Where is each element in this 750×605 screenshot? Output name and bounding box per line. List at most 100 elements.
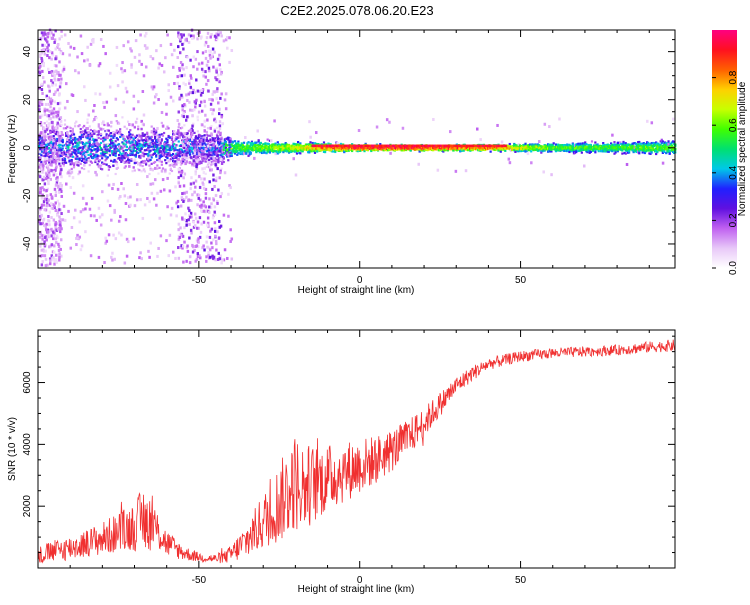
spectrogram-cell <box>97 160 100 163</box>
spectrogram-cell <box>120 154 123 157</box>
spectrogram-cell <box>168 159 172 163</box>
spectrogram-cell <box>175 136 178 139</box>
spectrogram-cell <box>76 157 79 161</box>
spectrogram-cell <box>71 129 74 132</box>
spectrogram-cell <box>294 150 297 153</box>
spectrogram-cell <box>85 158 88 161</box>
spectrogram-cell <box>442 150 445 153</box>
spectrogram-cell <box>465 148 469 151</box>
spectrogram-cell <box>222 157 225 160</box>
spectrogram-cell <box>188 261 192 265</box>
spectrogram-cell <box>131 153 134 156</box>
spectrogram-cell <box>380 148 383 151</box>
spectrogram-cell <box>582 148 586 151</box>
spectrogram-cell <box>113 210 116 214</box>
spectrogram-cell <box>72 216 76 220</box>
spectrogram-cell <box>69 45 73 49</box>
spectrogram-cell <box>346 148 349 152</box>
spectrogram-cell <box>518 148 522 151</box>
spectrogram-cell <box>99 137 103 140</box>
spectrogram-cell <box>550 143 553 146</box>
spectrogram-cell <box>649 149 652 152</box>
spectrogram-cell <box>59 146 62 149</box>
spectrogram-cell <box>664 143 667 147</box>
spectrogram-cell <box>558 148 561 151</box>
spectrogram-cell <box>285 147 288 150</box>
spectrogram-cell <box>360 149 363 152</box>
spectrogram-cell <box>190 135 193 139</box>
spectrogram-cell <box>218 53 221 57</box>
spectrogram-cell <box>176 149 179 152</box>
spectrogram-cell <box>462 149 465 152</box>
spectrogram-cell <box>123 160 126 164</box>
spectrogram-cell <box>360 146 363 149</box>
spectrogram-cell <box>233 140 237 143</box>
spectrogram-cell <box>518 149 522 152</box>
spectrogram-cell <box>116 166 120 169</box>
spectrogram-cell <box>83 145 86 149</box>
spectrogram-cell <box>193 145 196 149</box>
spectrogram-cell <box>519 144 523 148</box>
spectrogram-cell <box>247 150 250 153</box>
spectrogram-cell <box>168 145 171 149</box>
spectrogram-cell <box>197 134 201 137</box>
spectrogram-cell <box>144 136 148 139</box>
spectrogram-cell <box>655 143 658 146</box>
spectrogram-cell <box>647 149 650 152</box>
spectrogram-cell <box>157 98 160 102</box>
spectrogram-cell <box>195 166 199 170</box>
spectrogram-cell <box>65 182 68 186</box>
spectrogram-cell <box>471 148 474 151</box>
spectrogram-cell <box>205 136 208 139</box>
spectrogram-cell <box>135 198 139 202</box>
spectrogram-cell <box>129 129 132 132</box>
spectrogram-cell <box>125 145 129 148</box>
spectrogram-cell <box>385 118 389 122</box>
spectrogram-cell <box>47 133 50 136</box>
spectrogram-cell <box>174 147 177 150</box>
spectrogram-cell <box>258 145 261 148</box>
spectrogram-cell <box>272 149 275 153</box>
spectrogram-cell <box>292 142 295 145</box>
spectrogram-cell <box>93 132 96 135</box>
spectrogram-cell <box>295 152 299 155</box>
spectrogram-cell <box>173 163 176 166</box>
spectrogram-cell <box>249 151 252 154</box>
spectrogram-cell <box>286 144 290 147</box>
spectrogram-cell <box>564 147 568 150</box>
spectrogram-cell <box>74 148 77 152</box>
spectrogram-cell <box>258 151 261 154</box>
spectrogram-cell <box>170 206 174 210</box>
spectrogram-cell <box>141 145 144 148</box>
spectrogram-cell <box>146 46 149 50</box>
spectrogram-cell <box>61 158 64 161</box>
spectrogram-cell <box>603 149 606 152</box>
spectrogram-cell <box>110 120 113 124</box>
spectrogram-cell <box>175 152 178 156</box>
spectrogram-cell <box>203 166 207 170</box>
spectrogram-cell <box>48 223 51 227</box>
spectrogram-cell <box>164 151 167 154</box>
spectrogram-cell <box>215 139 219 142</box>
spectrogram-cell <box>608 145 612 148</box>
spectrogram-cell <box>290 147 293 150</box>
spectrogram-cell <box>114 172 117 176</box>
spectrogram-cell <box>153 160 157 164</box>
spectrogram-cell <box>99 164 103 167</box>
spectrogram-cell <box>150 145 153 148</box>
spectrogram-cell <box>144 142 148 145</box>
spectrogram-cell <box>524 142 527 145</box>
spectrogram-cell <box>117 231 121 235</box>
spectrogram-cell <box>214 145 217 148</box>
spectrogram-cell <box>483 148 487 152</box>
spectrogram-cell <box>68 169 71 172</box>
spectrogram-cell <box>213 140 216 143</box>
spectrogram-cell <box>557 143 560 146</box>
spectrogram-cell <box>659 149 662 152</box>
spectrogram-cell <box>517 150 520 153</box>
spectrogram-cell <box>61 52 65 56</box>
spectrogram-cell <box>187 148 190 151</box>
spectrogram-cell <box>113 143 116 146</box>
spectrogram-cell <box>652 142 655 145</box>
spectrogram-cell <box>263 143 266 146</box>
